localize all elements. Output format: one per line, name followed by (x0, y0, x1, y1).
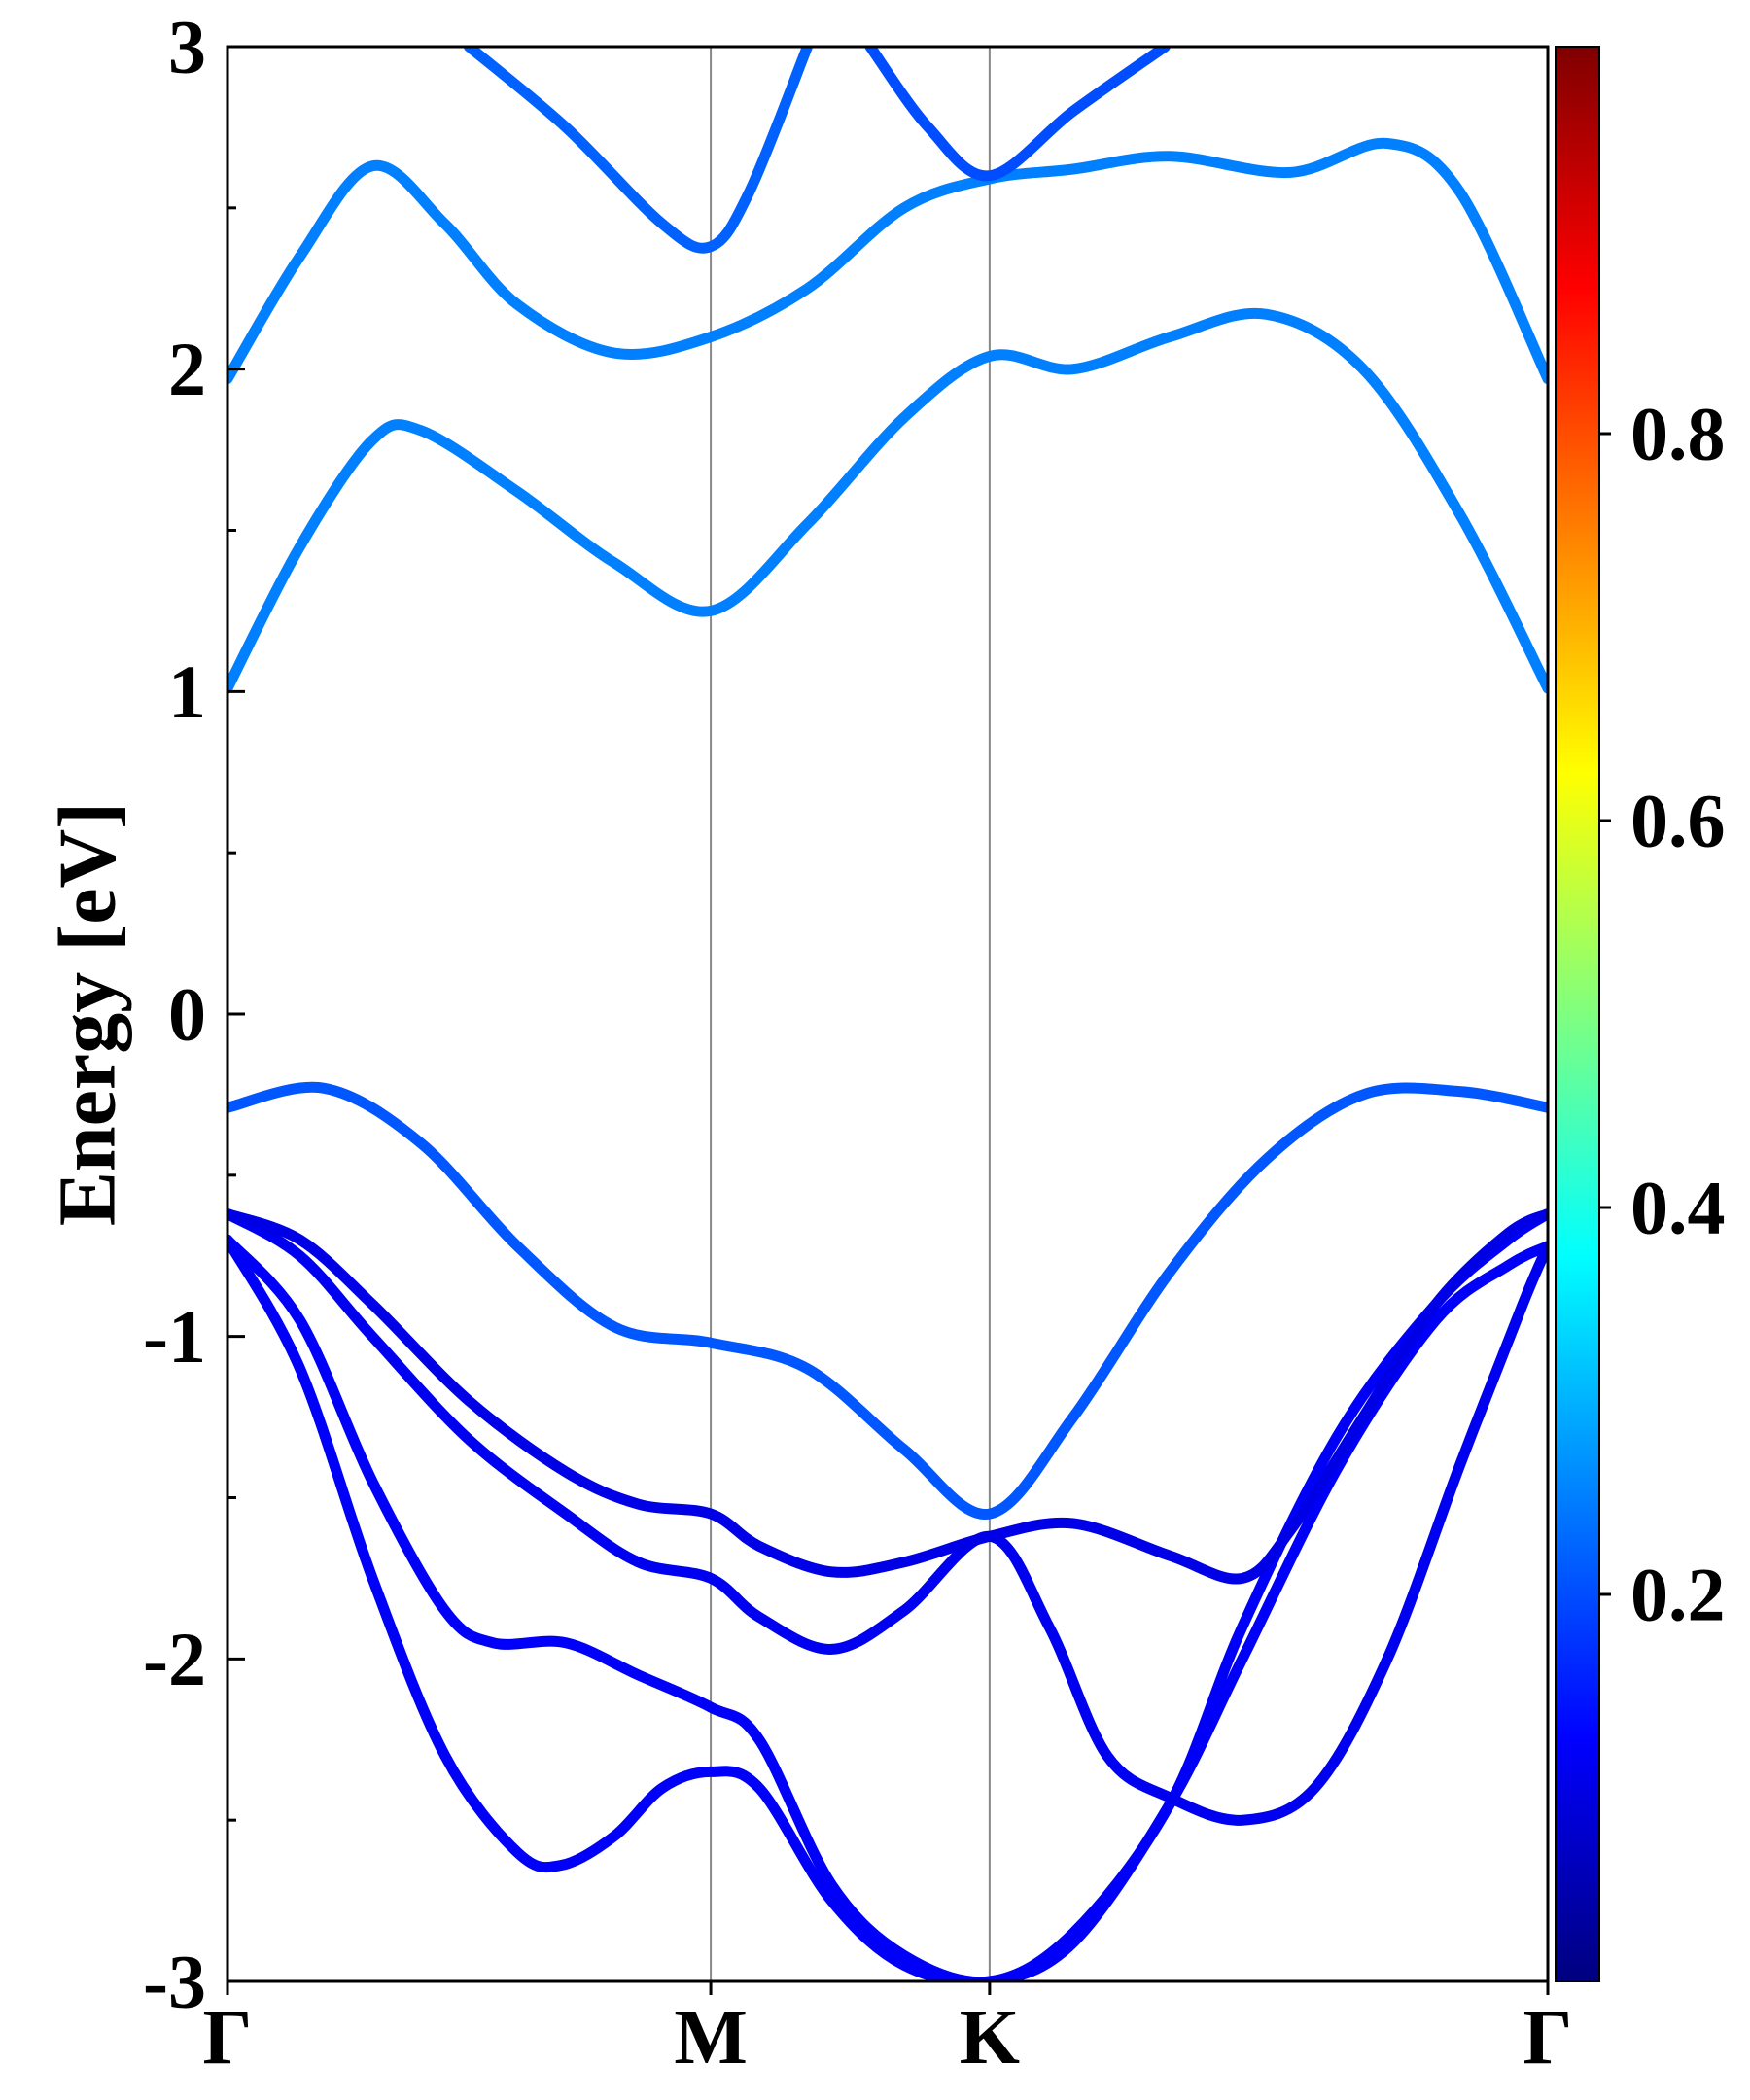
x-tick-label: M (674, 1995, 748, 2081)
series-band-9 (864, 47, 1171, 182)
y-tick-label: 0 (168, 972, 206, 1057)
y-tick-label: -2 (143, 1617, 206, 1701)
series-band-4 (228, 1208, 1548, 1585)
plot-frame (226, 45, 1550, 1983)
colorbar-tick-label: 0.2 (1630, 1553, 1726, 1637)
x-tick-label: K (960, 1995, 1020, 2081)
colorbar-tick-label: 0.6 (1630, 779, 1726, 863)
y-tick-label: 3 (168, 5, 206, 89)
x-tick-label: Γ (203, 1995, 253, 2081)
x-tick-label: Γ (1523, 1995, 1573, 2081)
y-tick-label: -3 (143, 1940, 206, 2024)
colorbar-gradient (1555, 46, 1600, 1982)
y-tick-label: -1 (143, 1294, 206, 1379)
y-tick-label: 2 (168, 327, 206, 411)
series-band-2 (228, 1208, 1548, 1981)
series-band-1 (228, 1234, 1548, 1981)
band-lines (228, 47, 1548, 1981)
y-axis-title: Energy [eV] (43, 802, 133, 1226)
series-band-6 (228, 307, 1548, 694)
high-symmetry-gridlines (710, 47, 991, 1981)
series-band-8 (464, 47, 813, 254)
colorbar-tick-label: 0.4 (1630, 1166, 1726, 1250)
series-band-5 (228, 1081, 1548, 1520)
series-band-3 (228, 1208, 1548, 1826)
y-tick-label: 1 (168, 649, 206, 734)
colorbar-tick-label: 0.8 (1630, 392, 1726, 476)
series-band-7 (228, 137, 1548, 385)
colorbar: 0.8 0.6 0.4 0.2 (1555, 46, 1726, 1982)
